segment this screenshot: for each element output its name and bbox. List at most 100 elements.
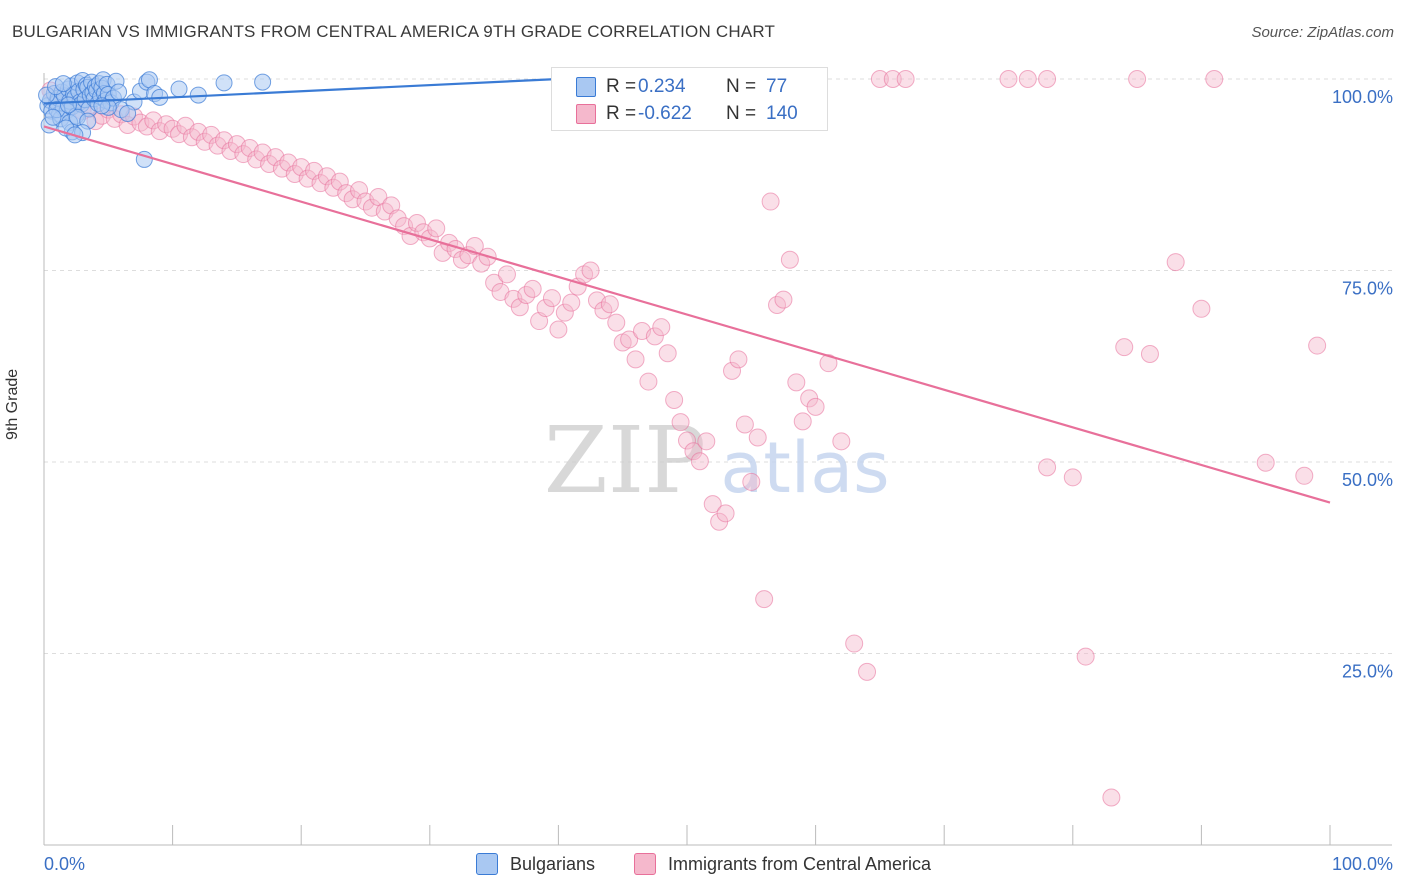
point-immigrants: [1166, 253, 1185, 272]
legend-swatch-pink: [576, 104, 596, 124]
legend-r-value: 0.234: [638, 76, 686, 97]
point-immigrants: [639, 372, 658, 391]
point-immigrants: [626, 350, 645, 369]
point-immigrants: [1308, 336, 1327, 355]
legend-r-label: R =: [606, 103, 637, 124]
point-immigrants: [620, 330, 639, 349]
point-bulgarians: [119, 104, 137, 122]
legend-n-label: N =: [726, 103, 757, 124]
point-immigrants: [497, 265, 516, 284]
tick-labels: 25.0% 50.0% 75.0% 100.0% 0.0% 100.0%: [44, 87, 1393, 874]
point-immigrants: [678, 431, 696, 450]
y-tick-label: 100.0%: [1332, 87, 1393, 107]
trend-line-bulgarians: [43, 77, 559, 105]
point-immigrants: [407, 214, 426, 233]
point-bulgarians: [254, 73, 272, 91]
point-immigrants: [774, 290, 793, 309]
point-bulgarians: [215, 74, 233, 92]
legend-n-value: 140: [766, 103, 798, 124]
bottom-legend-label: Immigrants from Central America: [668, 853, 932, 874]
point-immigrants: [607, 313, 626, 332]
point-bulgarians: [110, 83, 128, 101]
point-immigrants: [1256, 453, 1275, 472]
point-immigrants: [690, 452, 709, 471]
point-immigrants: [658, 344, 677, 363]
point-immigrants: [684, 442, 703, 461]
point-immigrants: [723, 361, 742, 380]
point-immigrants: [530, 312, 549, 331]
point-bulgarians: [59, 96, 77, 114]
series-immigrants-points: [41, 70, 1327, 807]
point-immigrants: [581, 261, 600, 280]
point-immigrants: [600, 295, 619, 314]
point-immigrants: [330, 172, 349, 191]
legend-n-label: N =: [726, 76, 757, 97]
point-immigrants: [1038, 70, 1057, 88]
point-immigrants: [1018, 70, 1037, 88]
point-immigrants: [671, 413, 690, 432]
y-tick-label: 25.0%: [1342, 662, 1393, 682]
point-bulgarians: [170, 80, 188, 98]
point-immigrants: [806, 397, 825, 416]
legend-swatch-blue: [576, 77, 596, 97]
point-immigrants: [832, 432, 851, 451]
point-immigrants: [999, 70, 1018, 88]
point-immigrants: [755, 590, 774, 609]
point-immigrants: [157, 115, 176, 134]
point-immigrants: [1128, 70, 1147, 88]
point-immigrants: [388, 209, 407, 228]
bottom-swatch-blue: [476, 853, 498, 875]
point-immigrants: [1205, 70, 1224, 88]
watermark-atlas: atlas: [720, 427, 889, 509]
legend-r-value: -0.622: [638, 103, 692, 124]
y-tick-label: 75.0%: [1342, 279, 1393, 299]
point-immigrants: [452, 250, 471, 269]
legend-row-bulgarians: R = 0.234 N = 77: [576, 75, 787, 99]
legend-row-immigrants: R = -0.622 N = 140: [576, 102, 798, 126]
point-immigrants: [427, 219, 446, 238]
point-immigrants: [536, 299, 555, 318]
bottom-swatch-pink: [634, 853, 656, 875]
legend-r-label: R =: [606, 76, 637, 97]
point-immigrants: [780, 250, 799, 269]
point-immigrants: [382, 196, 401, 215]
point-immigrants: [523, 279, 542, 298]
point-immigrants: [729, 350, 748, 369]
point-immigrants: [787, 373, 806, 392]
point-immigrants: [1063, 468, 1082, 487]
point-bulgarians: [44, 108, 62, 126]
point-immigrants: [665, 390, 684, 409]
bottom-legend-label: Bulgarians: [510, 853, 596, 874]
point-immigrants: [1192, 299, 1211, 318]
point-immigrants: [793, 412, 812, 431]
point-immigrants: [562, 293, 581, 312]
point-immigrants: [645, 327, 664, 346]
point-bulgarians: [54, 75, 72, 93]
point-immigrants: [1295, 466, 1314, 485]
point-immigrants: [697, 432, 716, 451]
y-tick-label: 50.0%: [1342, 470, 1393, 490]
point-immigrants: [1102, 788, 1121, 807]
point-immigrants: [652, 318, 671, 337]
chart-title: BULGARIAN VS IMMIGRANTS FROM CENTRAL AME…: [12, 22, 776, 41]
point-immigrants: [549, 320, 568, 339]
y-axis-label: 9th Grade: [4, 368, 21, 440]
axes: [43, 73, 1392, 846]
point-immigrants: [1140, 344, 1159, 363]
point-immigrants: [542, 289, 561, 308]
bottom-legend-immigrants: Immigrants from Central America: [634, 852, 931, 876]
gridlines: [44, 78, 1392, 654]
point-immigrants: [555, 303, 574, 322]
point-immigrants: [858, 662, 877, 681]
point-immigrants: [883, 70, 902, 88]
point-immigrants: [761, 192, 780, 211]
point-immigrants: [870, 70, 889, 88]
correlation-legend: R = 0.234 N = 77 R = -0.622 N = 140: [551, 67, 828, 131]
trend-lines: [43, 77, 1331, 504]
source-label: Source: ZipAtlas.com: [1251, 24, 1394, 41]
point-immigrants: [1038, 458, 1057, 477]
point-immigrants: [819, 354, 838, 373]
point-immigrants: [1076, 647, 1095, 666]
watermark-zip: ZIP: [544, 407, 706, 514]
